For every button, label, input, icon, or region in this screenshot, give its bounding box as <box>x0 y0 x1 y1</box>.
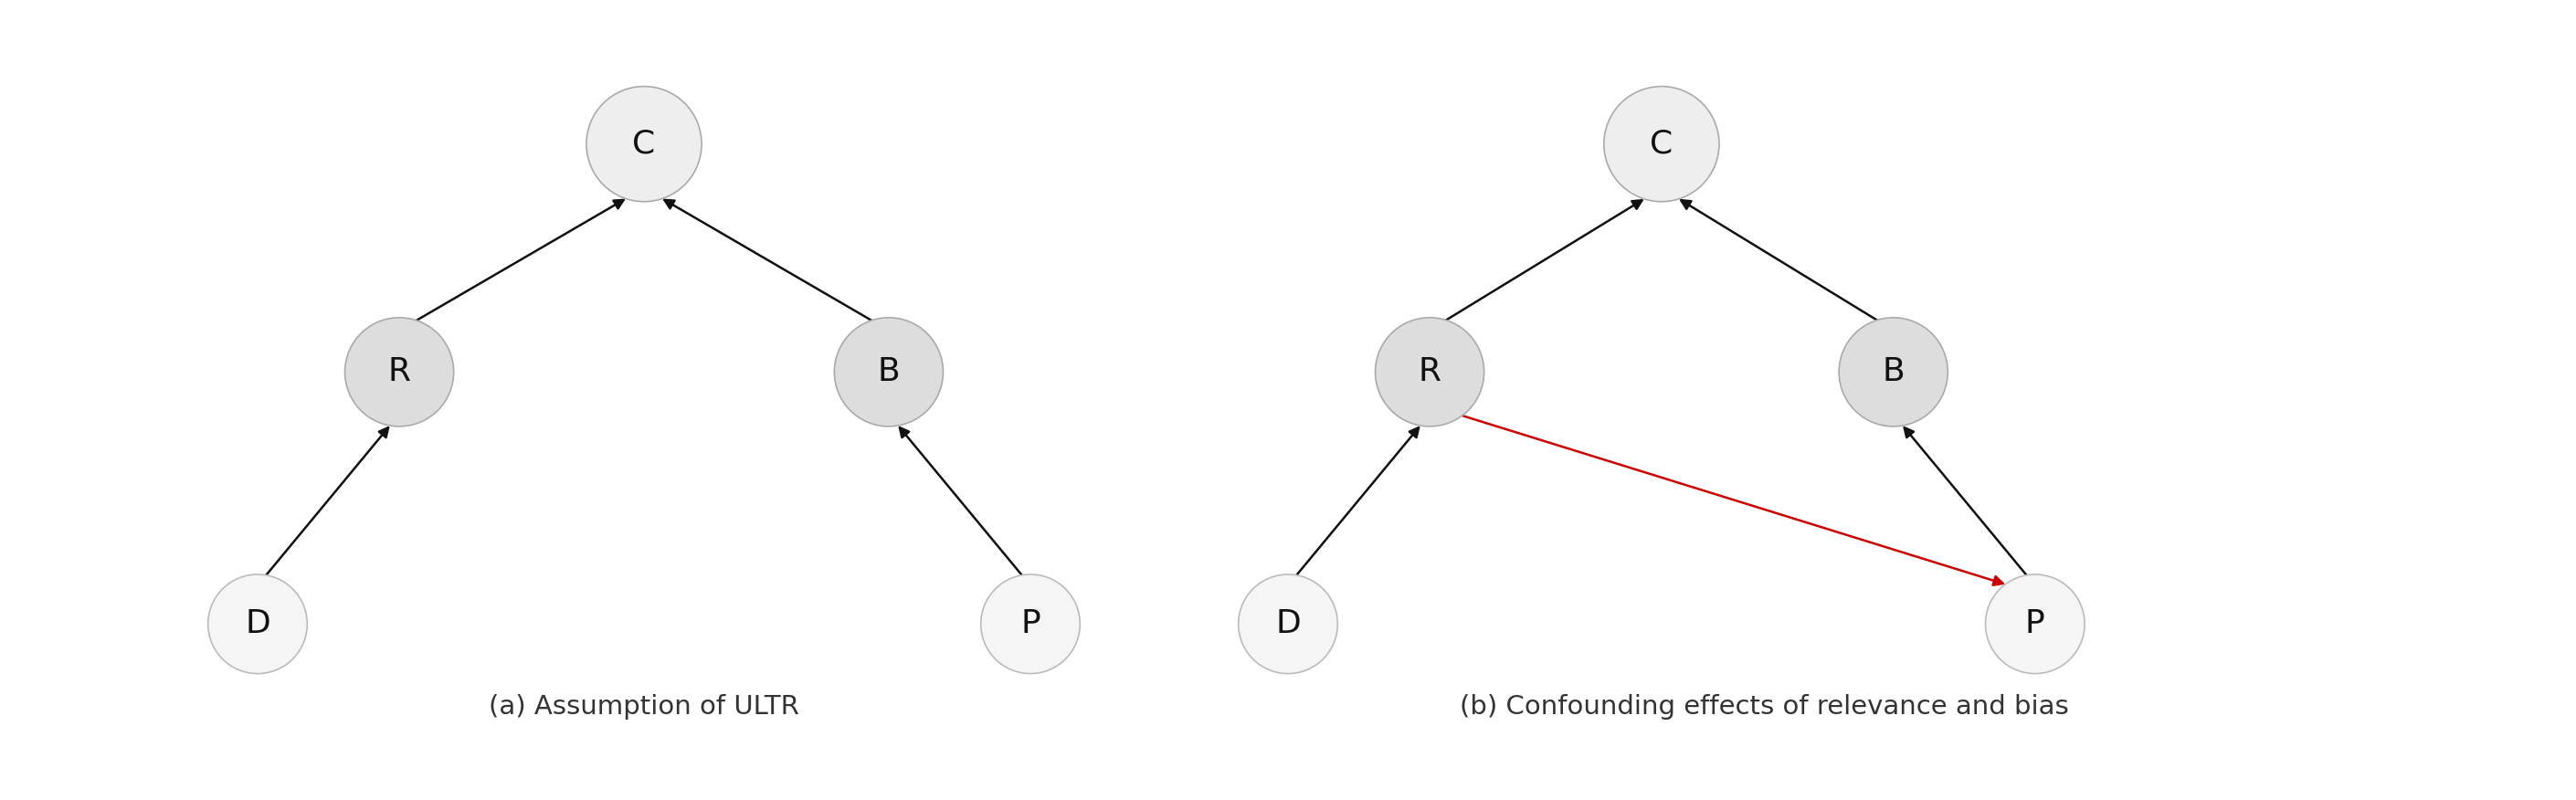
Text: (a) Assumption of ULTR: (a) Assumption of ULTR <box>489 694 799 720</box>
Text: D: D <box>1275 609 1301 639</box>
Ellipse shape <box>345 318 453 426</box>
Ellipse shape <box>1605 86 1718 202</box>
Ellipse shape <box>1839 318 1947 426</box>
Text: R: R <box>1419 357 1440 387</box>
Text: B: B <box>1883 357 1904 387</box>
Text: D: D <box>245 609 270 639</box>
Ellipse shape <box>1986 574 2084 674</box>
Text: P: P <box>1020 609 1041 639</box>
Ellipse shape <box>981 574 1079 674</box>
Text: C: C <box>634 129 654 159</box>
Ellipse shape <box>209 574 307 674</box>
Text: B: B <box>878 357 899 387</box>
Text: R: R <box>389 357 410 387</box>
Ellipse shape <box>587 86 701 202</box>
Text: C: C <box>1651 129 1672 159</box>
Text: (b) Confounding effects of relevance and bias: (b) Confounding effects of relevance and… <box>1461 694 2069 720</box>
Ellipse shape <box>1239 574 1337 674</box>
Text: P: P <box>2025 609 2045 639</box>
Ellipse shape <box>1376 318 1484 426</box>
Ellipse shape <box>835 318 943 426</box>
